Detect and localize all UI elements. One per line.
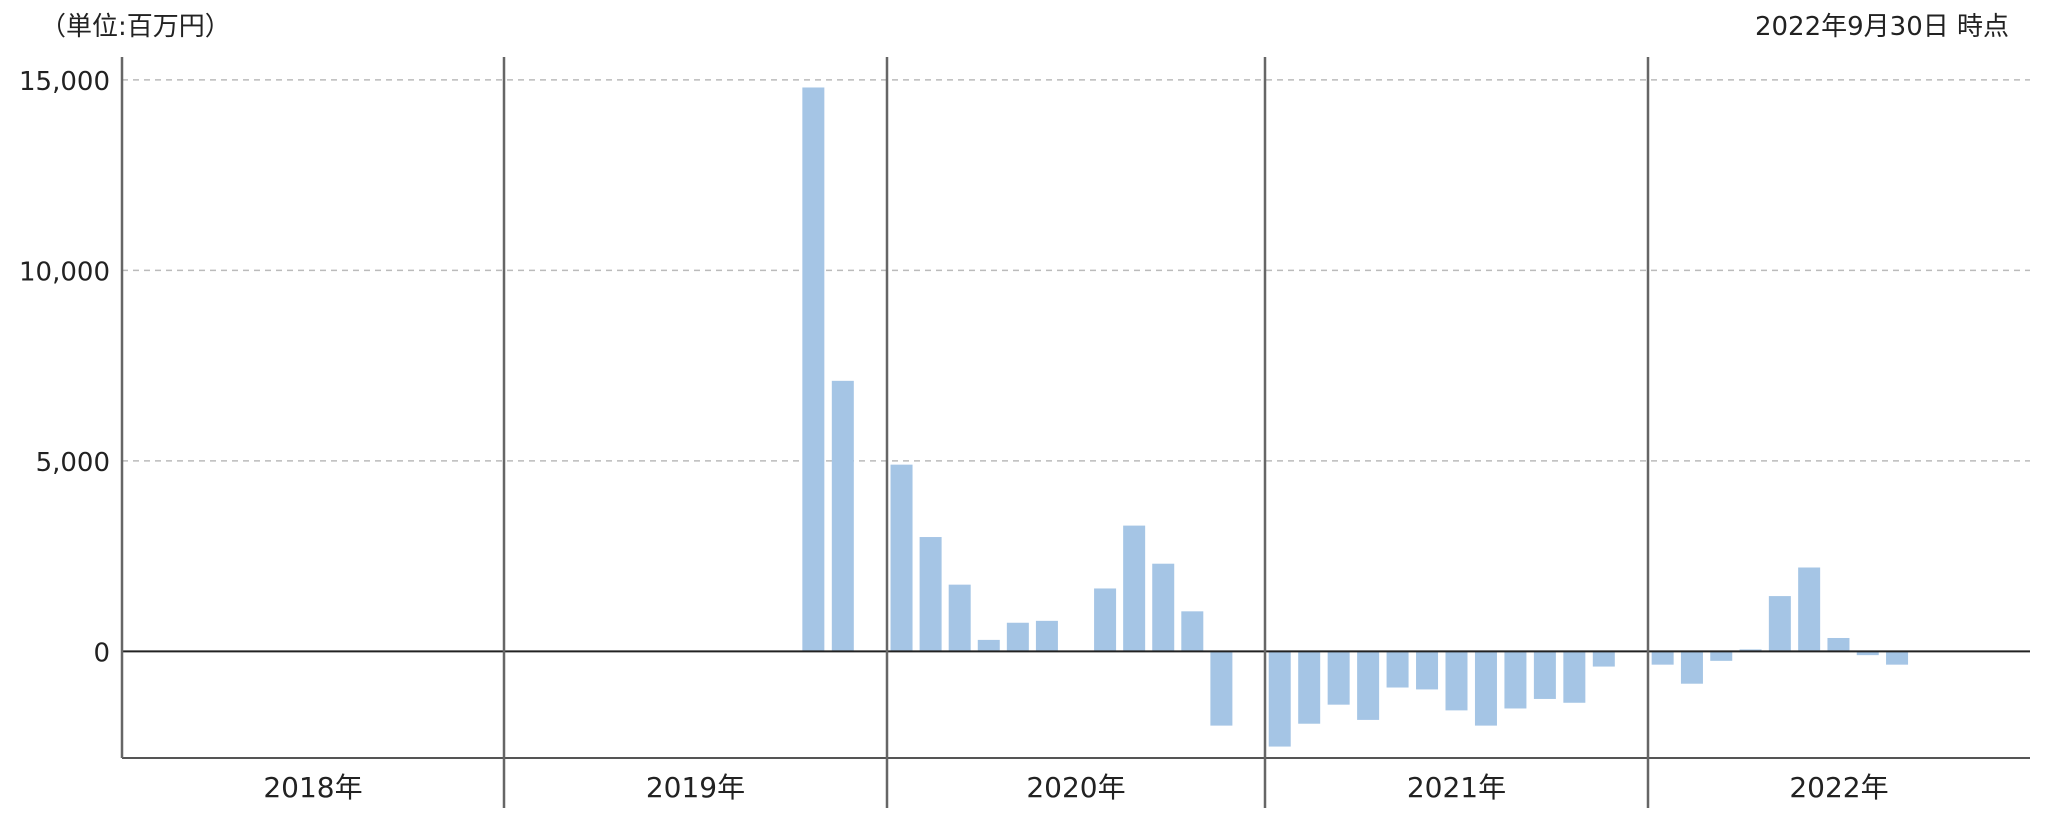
bar <box>1592 651 1615 667</box>
bar <box>1827 637 1850 652</box>
bar <box>948 584 971 652</box>
year-label: 2022年 <box>1789 771 1888 804</box>
grid-lines <box>122 79 2030 462</box>
bar <box>802 87 825 652</box>
bar <box>1181 611 1204 652</box>
bar <box>1474 651 1497 726</box>
bar <box>1533 651 1556 699</box>
bar <box>919 537 942 652</box>
bar <box>1035 620 1058 652</box>
y-tick-label-5000: 5,000 <box>36 448 110 478</box>
axis-labels: 0 5,000 10,000 15,000 2018年 2019年 2020年 2021年 20… <box>19 67 1889 804</box>
year-label: 2020年 <box>1026 771 1125 804</box>
y-tick-label-15000: 15,000 <box>19 67 110 97</box>
bar <box>890 464 913 652</box>
bar <box>1563 651 1586 703</box>
bar <box>1386 651 1409 688</box>
year-label: 2018年 <box>263 771 362 804</box>
unit-label: （単位:百万円） <box>40 12 231 42</box>
bar <box>1445 651 1468 711</box>
bar <box>1298 651 1321 724</box>
bar <box>1798 567 1821 652</box>
bar <box>1006 622 1029 652</box>
bar <box>1123 525 1146 652</box>
bar <box>1268 651 1291 747</box>
bar <box>1886 651 1909 665</box>
bar <box>1416 651 1439 690</box>
bar <box>1504 651 1527 709</box>
bar <box>1651 651 1674 665</box>
as-of-date-label: 2022年9月30日 時点 <box>1754 12 2009 42</box>
bar <box>977 639 1000 652</box>
axes <box>120 57 2030 808</box>
bar <box>1327 651 1350 705</box>
bar <box>1094 588 1117 652</box>
bar <box>1710 651 1733 661</box>
bar <box>1680 651 1703 684</box>
year-label: 2019年 <box>646 771 745 804</box>
y-tick-label-0: 0 <box>93 638 110 668</box>
bar <box>1768 596 1791 652</box>
bar <box>1210 651 1233 726</box>
bar <box>1856 651 1879 656</box>
bar <box>1357 651 1380 720</box>
bars <box>802 87 1909 747</box>
year-label: 2021年 <box>1407 771 1506 804</box>
bar <box>831 380 854 652</box>
y-tick-label-10000: 10,000 <box>19 257 110 287</box>
bar <box>1152 563 1175 652</box>
